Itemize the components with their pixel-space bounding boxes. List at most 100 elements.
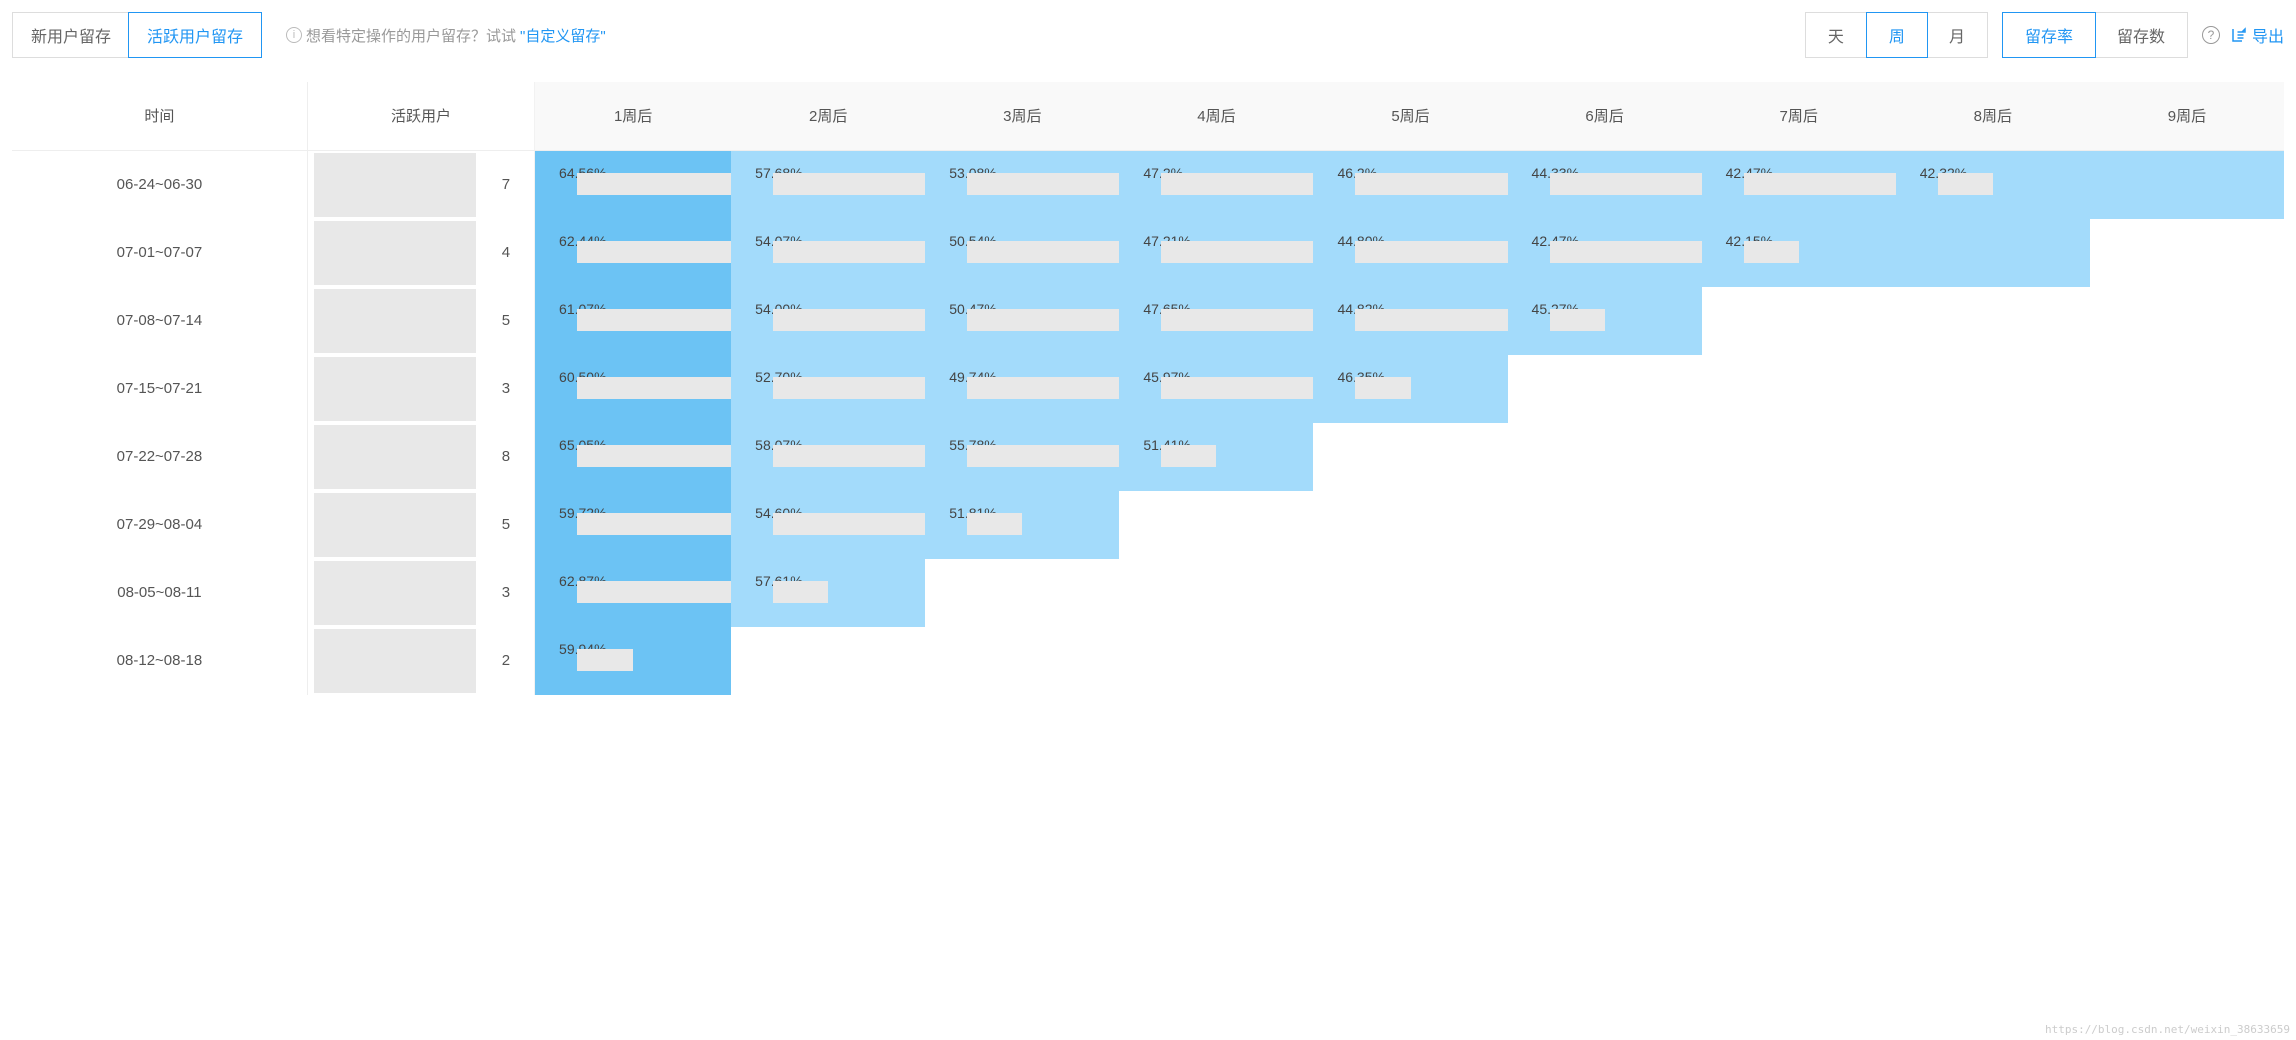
period-week[interactable]: 周 (1866, 12, 1928, 58)
cell-retention (2090, 355, 2284, 423)
cell-retention (731, 627, 925, 695)
header-week: 6周后 (1508, 82, 1702, 150)
cell-retention (1508, 423, 1702, 491)
cell-retention: 59.72% (535, 491, 732, 559)
cell-retention: 44.82% (1313, 287, 1507, 355)
table-row: 07-15~07-21360.50%52.70%49.74%45.97%46.3… (12, 355, 2284, 423)
header-week: 1周后 (535, 82, 732, 150)
cell-retention: 42.15% (1702, 219, 1896, 287)
table-row: 08-12~08-18259.94% (12, 627, 2284, 695)
cell-time: 07-01~07-07 (12, 219, 307, 287)
metric-rate[interactable]: 留存率 (2002, 12, 2096, 58)
cell-retention: 52.70% (731, 355, 925, 423)
cell-users: 8 (307, 423, 534, 491)
cell-users: 3 (307, 355, 534, 423)
cell-retention (2090, 627, 2284, 695)
cell-retention: 50.54% (925, 219, 1119, 287)
cell-retention (1702, 355, 1896, 423)
cell-retention (1702, 559, 1896, 627)
header-users: 活跃用户 (307, 82, 534, 150)
header-week: 9周后 (2090, 82, 2284, 150)
cell-retention (1313, 423, 1507, 491)
cell-retention (2090, 150, 2284, 219)
cell-retention: 62.44% (535, 219, 732, 287)
cell-users: 3 (307, 559, 534, 627)
cell-retention (1119, 627, 1313, 695)
cell-retention (1119, 491, 1313, 559)
table-row: 06-24~06-30764.56%57.68%53.08%47.2%46.2%… (12, 150, 2284, 219)
export-icon (2230, 26, 2248, 44)
cell-time: 07-08~07-14 (12, 287, 307, 355)
cell-retention (2090, 559, 2284, 627)
help-icon[interactable]: ? (2202, 26, 2220, 44)
table-row: 07-29~08-04559.72%54.60%51.81% (12, 491, 2284, 559)
cell-retention: 45.97% (1119, 355, 1313, 423)
cell-time: 08-05~08-11 (12, 559, 307, 627)
cell-retention: 42.47% (1702, 150, 1896, 219)
cell-retention: 54.00% (731, 287, 925, 355)
header-time: 时间 (12, 82, 307, 150)
hint-label: 想看特定操作的用户留存？试试 (306, 25, 516, 46)
table-row: 08-05~08-11362.87%57.61% (12, 559, 2284, 627)
info-icon: i (286, 27, 302, 43)
cell-retention: 49.74% (925, 355, 1119, 423)
cell-users: 4 (307, 219, 534, 287)
header-week: 5周后 (1313, 82, 1507, 150)
cell-retention (1896, 491, 2090, 559)
cell-retention: 51.81% (925, 491, 1119, 559)
cell-retention: 54.60% (731, 491, 925, 559)
header-week: 3周后 (925, 82, 1119, 150)
period-day[interactable]: 天 (1806, 13, 1867, 57)
header-week: 2周后 (731, 82, 925, 150)
cell-retention: 46.2% (1313, 150, 1507, 219)
period-month[interactable]: 月 (1927, 13, 1987, 57)
cell-retention: 45.27% (1508, 287, 1702, 355)
tab-new-users[interactable]: 新用户留存 (13, 13, 129, 57)
cell-retention (2090, 423, 2284, 491)
export-label: 导出 (2252, 23, 2284, 47)
cell-retention: 59.94% (535, 627, 732, 695)
cell-retention: 47.65% (1119, 287, 1313, 355)
header-week: 7周后 (1702, 82, 1896, 150)
cell-retention: 50.47% (925, 287, 1119, 355)
cell-retention (1119, 559, 1313, 627)
cell-retention: 62.87% (535, 559, 732, 627)
cell-retention: 57.61% (731, 559, 925, 627)
cell-time: 07-29~08-04 (12, 491, 307, 559)
cell-retention (1702, 491, 1896, 559)
cell-retention (925, 627, 1119, 695)
cell-retention: 42.47% (1508, 219, 1702, 287)
cell-retention (1896, 423, 2090, 491)
retention-table: 时间活跃用户1周后2周后3周后4周后5周后6周后7周后8周后9周后 06-24~… (12, 82, 2284, 695)
table-row: 07-08~07-14561.07%54.00%50.47%47.65%44.8… (12, 287, 2284, 355)
cell-retention (1508, 355, 1702, 423)
cell-retention: 47.21% (1119, 219, 1313, 287)
cell-retention (1702, 423, 1896, 491)
cell-retention: 44.80% (1313, 219, 1507, 287)
cell-retention: 53.08% (925, 150, 1119, 219)
cell-time: 08-12~08-18 (12, 627, 307, 695)
tab-active-users[interactable]: 活跃用户留存 (128, 12, 262, 58)
cell-retention (1508, 559, 1702, 627)
period-tabs: 天 周 月 (1805, 12, 1988, 58)
export-button[interactable]: 导出 (2230, 23, 2284, 47)
cell-retention (1896, 219, 2090, 287)
cell-retention: 47.2% (1119, 150, 1313, 219)
cell-retention: 44.33% (1508, 150, 1702, 219)
cell-time: 07-15~07-21 (12, 355, 307, 423)
metric-count[interactable]: 留存数 (2095, 13, 2187, 57)
cell-retention (1896, 627, 2090, 695)
cell-users: 5 (307, 491, 534, 559)
user-type-tabs: 新用户留存 活跃用户留存 (12, 12, 262, 58)
cell-users: 5 (307, 287, 534, 355)
cell-users: 2 (307, 627, 534, 695)
cell-retention (2090, 219, 2284, 287)
cell-retention: 42.32% (1896, 150, 2090, 219)
cell-retention: 60.50% (535, 355, 732, 423)
cell-retention: 54.07% (731, 219, 925, 287)
cell-retention (1702, 287, 1896, 355)
custom-retention-link[interactable]: "自定义留存" (520, 25, 606, 46)
hint-text: i 想看特定操作的用户留存？试试 "自定义留存" (286, 25, 606, 46)
cell-retention: 57.68% (731, 150, 925, 219)
cell-retention (1313, 559, 1507, 627)
